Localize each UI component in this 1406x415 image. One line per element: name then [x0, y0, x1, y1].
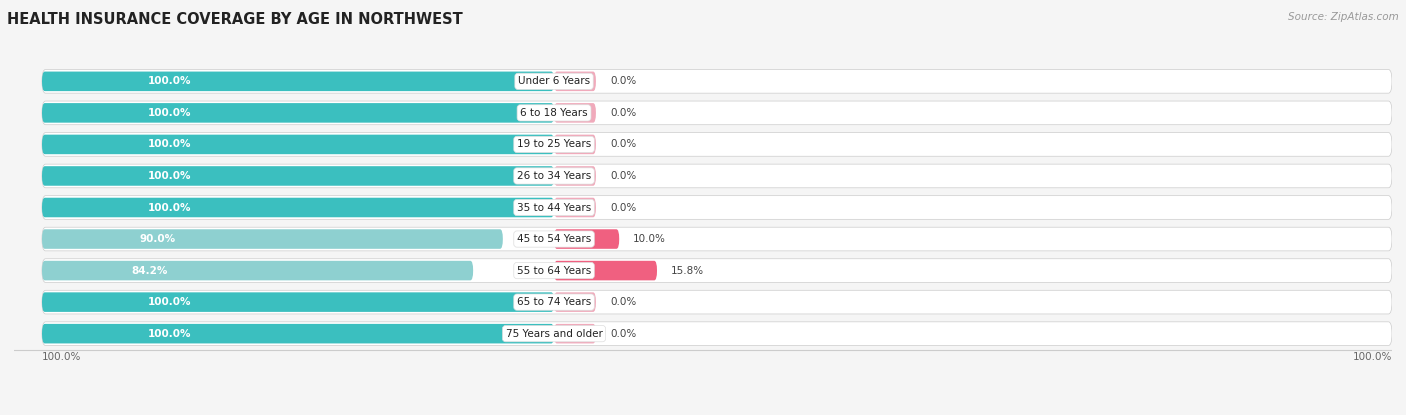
Text: 15.8%: 15.8%	[671, 266, 704, 276]
Text: 65 to 74 Years: 65 to 74 Years	[517, 297, 591, 307]
FancyBboxPatch shape	[554, 71, 596, 91]
FancyBboxPatch shape	[554, 103, 596, 123]
FancyBboxPatch shape	[42, 71, 554, 91]
Text: 45 to 54 Years: 45 to 54 Years	[517, 234, 591, 244]
FancyBboxPatch shape	[42, 290, 1392, 314]
FancyBboxPatch shape	[42, 227, 1392, 251]
FancyBboxPatch shape	[42, 324, 554, 344]
Text: 10.0%: 10.0%	[633, 234, 666, 244]
Text: 35 to 44 Years: 35 to 44 Years	[517, 203, 591, 212]
Text: 0.0%: 0.0%	[610, 139, 636, 149]
FancyBboxPatch shape	[42, 133, 1392, 156]
Text: 19 to 25 Years: 19 to 25 Years	[517, 139, 591, 149]
FancyBboxPatch shape	[42, 322, 1392, 345]
Text: 84.2%: 84.2%	[132, 266, 167, 276]
Text: 0.0%: 0.0%	[610, 297, 636, 307]
FancyBboxPatch shape	[42, 69, 1392, 93]
Text: 0.0%: 0.0%	[610, 329, 636, 339]
FancyBboxPatch shape	[42, 195, 1392, 219]
FancyBboxPatch shape	[42, 229, 503, 249]
FancyBboxPatch shape	[42, 261, 474, 281]
Text: 26 to 34 Years: 26 to 34 Years	[517, 171, 591, 181]
FancyBboxPatch shape	[42, 101, 1392, 124]
FancyBboxPatch shape	[554, 134, 596, 154]
Text: 100.0%: 100.0%	[1353, 352, 1392, 362]
FancyBboxPatch shape	[42, 259, 1392, 282]
Text: Source: ZipAtlas.com: Source: ZipAtlas.com	[1288, 12, 1399, 22]
Text: HEALTH INSURANCE COVERAGE BY AGE IN NORTHWEST: HEALTH INSURANCE COVERAGE BY AGE IN NORT…	[7, 12, 463, 27]
FancyBboxPatch shape	[42, 292, 554, 312]
FancyBboxPatch shape	[42, 164, 1392, 188]
Text: 100.0%: 100.0%	[148, 171, 191, 181]
Text: 0.0%: 0.0%	[610, 203, 636, 212]
Text: 6 to 18 Years: 6 to 18 Years	[520, 108, 588, 118]
Text: 100.0%: 100.0%	[148, 203, 191, 212]
FancyBboxPatch shape	[42, 166, 554, 186]
FancyBboxPatch shape	[42, 134, 554, 154]
Text: 55 to 64 Years: 55 to 64 Years	[517, 266, 591, 276]
Text: 0.0%: 0.0%	[610, 76, 636, 86]
FancyBboxPatch shape	[554, 229, 619, 249]
FancyBboxPatch shape	[42, 103, 554, 123]
Text: 90.0%: 90.0%	[139, 234, 176, 244]
FancyBboxPatch shape	[554, 324, 596, 344]
Text: 100.0%: 100.0%	[148, 297, 191, 307]
FancyBboxPatch shape	[554, 166, 596, 186]
Text: 0.0%: 0.0%	[610, 171, 636, 181]
FancyBboxPatch shape	[42, 198, 554, 217]
Text: Under 6 Years: Under 6 Years	[517, 76, 591, 86]
Text: 100.0%: 100.0%	[42, 352, 82, 362]
FancyBboxPatch shape	[554, 261, 657, 281]
Text: 100.0%: 100.0%	[148, 76, 191, 86]
Text: 100.0%: 100.0%	[148, 139, 191, 149]
Text: 100.0%: 100.0%	[148, 108, 191, 118]
FancyBboxPatch shape	[554, 292, 596, 312]
Text: 0.0%: 0.0%	[610, 108, 636, 118]
FancyBboxPatch shape	[554, 198, 596, 217]
Text: 75 Years and older: 75 Years and older	[506, 329, 603, 339]
Text: 100.0%: 100.0%	[148, 329, 191, 339]
